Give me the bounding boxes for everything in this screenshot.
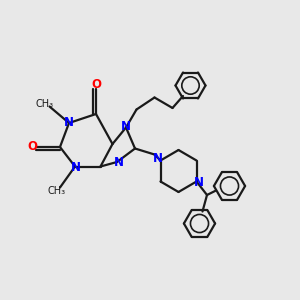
Text: N: N	[70, 160, 81, 174]
Text: CH₃: CH₃	[36, 99, 54, 109]
Text: N: N	[153, 152, 163, 165]
Text: O: O	[27, 140, 38, 154]
Text: N: N	[113, 156, 124, 169]
Text: O: O	[91, 78, 101, 92]
Text: N: N	[120, 120, 130, 133]
Text: N: N	[64, 116, 74, 129]
Text: CH₃: CH₃	[48, 185, 66, 196]
Text: N: N	[194, 176, 204, 189]
